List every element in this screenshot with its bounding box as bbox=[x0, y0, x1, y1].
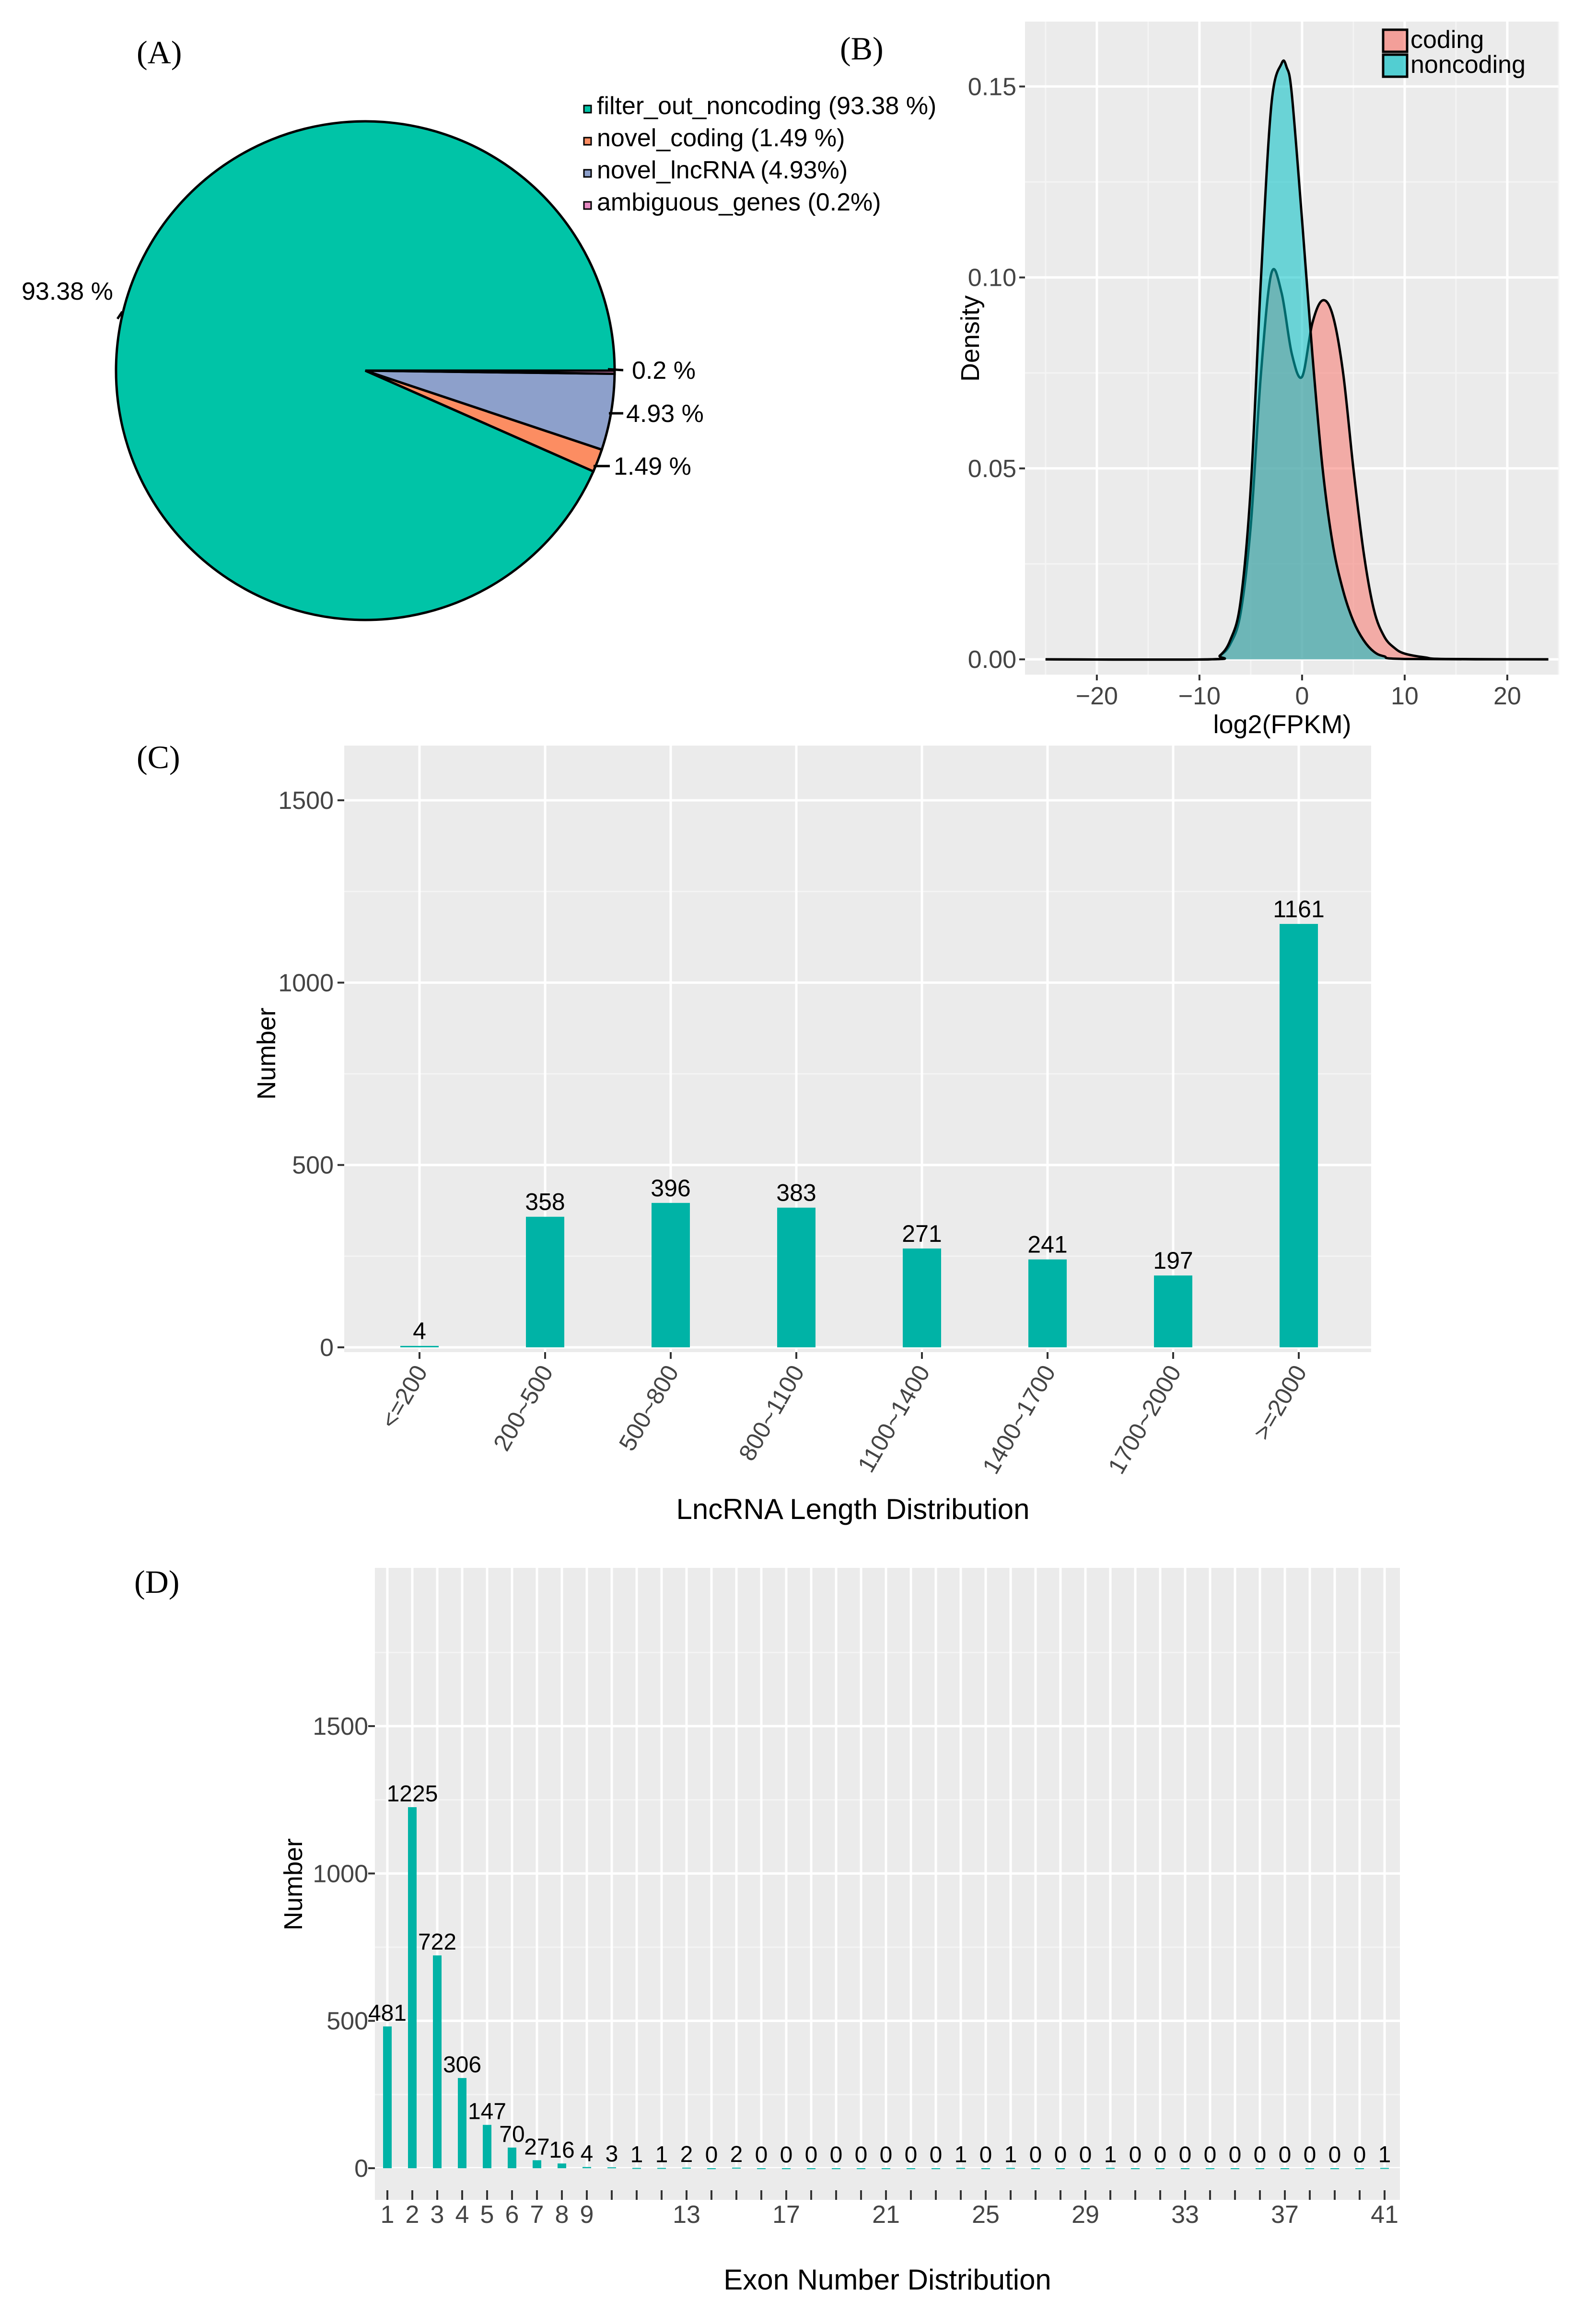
pie-legend-key-novel_lncRNA bbox=[583, 169, 592, 178]
pie-slices bbox=[115, 120, 616, 621]
pie-legend-key-novel_coding bbox=[583, 137, 592, 146]
pie-legend-text-novel_coding: novel_coding (1.49 %) bbox=[597, 124, 845, 152]
panel-c-label: (C) bbox=[137, 739, 180, 775]
pie-label-tick-filter_out_noncoding bbox=[116, 311, 124, 320]
pie-label-tick-ambiguous_genes bbox=[607, 368, 624, 372]
pie-legend-text-novel_lncRNA: novel_lncRNA (4.93%) bbox=[597, 156, 848, 184]
panel-b-label: (B) bbox=[840, 30, 884, 67]
panel-a-label: (A) bbox=[137, 34, 182, 70]
pie-legend-key-ambiguous_genes bbox=[583, 201, 592, 210]
pie-label-filter_out_noncoding: 93.38 % bbox=[22, 278, 113, 305]
pie-labels: 93.38 % 1.49 % 4.93 % 0.2 % bbox=[22, 278, 704, 480]
pie-legend-text-filter_out_noncoding: filter_out_noncoding (93.38 %) bbox=[597, 92, 936, 120]
panel-d-label: (D) bbox=[134, 1564, 180, 1600]
pie-legend: filter_out_noncoding (93.38 %) novel_codi… bbox=[583, 92, 936, 216]
pie-label-novel_lncRNA: 4.93 % bbox=[626, 400, 704, 428]
pie-legend-text-ambiguous_genes: ambiguous_genes (0.2%) bbox=[597, 188, 881, 216]
pie-legend-key-filter_out_noncoding bbox=[583, 105, 592, 114]
pie-label-ambiguous_genes: 0.2 % bbox=[632, 357, 696, 385]
pie-label-novel_coding: 1.49 % bbox=[614, 453, 691, 480]
